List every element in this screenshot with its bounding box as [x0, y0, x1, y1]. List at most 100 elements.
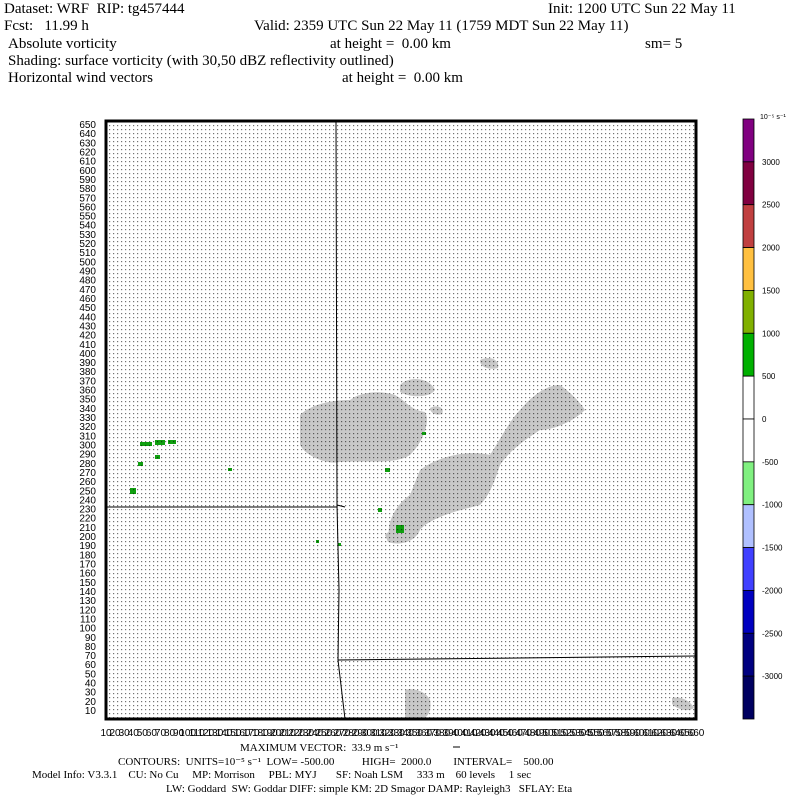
field2-height: at height = 0.00 km	[342, 70, 463, 86]
y-tick-label: 600	[79, 166, 96, 177]
y-tick-label: 410	[79, 340, 96, 351]
x-tick-label: 150	[225, 728, 242, 739]
x-tick-label: 510	[552, 728, 569, 739]
y-tick-label: 650	[79, 120, 96, 131]
y-tick-label: 40	[85, 679, 97, 690]
x-tick-label: 230	[297, 728, 314, 739]
x-tick-label: 170	[243, 728, 260, 739]
y-tick-label: 210	[79, 523, 96, 534]
y-tick-label: 590	[79, 175, 96, 186]
colorbar-label: -500	[762, 458, 779, 467]
x-tick-label: 460	[506, 728, 523, 739]
colorbar-label: 1000	[762, 329, 780, 338]
x-tick-label: 10	[100, 728, 112, 739]
y-tick-label: 260	[79, 477, 96, 488]
y-tick-label: 120	[79, 605, 96, 616]
y-tick-label: 150	[79, 578, 96, 589]
x-tick-label: 90	[173, 728, 185, 739]
y-tick-label: 180	[79, 550, 96, 561]
y-tick-label: 90	[85, 633, 97, 644]
y-tick-label: 50	[85, 669, 97, 680]
colorbar-label: -1000	[762, 501, 783, 510]
y-tick-label: 110	[80, 614, 96, 625]
colorbar-label: 0	[762, 415, 767, 424]
x-tick-label: 530	[570, 728, 587, 739]
y-tick-label: 490	[79, 267, 96, 278]
y-tick-label: 440	[79, 312, 96, 323]
x-tick-label: 50	[137, 728, 149, 739]
x-tick-label: 540	[579, 728, 596, 739]
y-tick-label: 400	[79, 349, 96, 360]
x-tick-label: 350	[406, 728, 423, 739]
colorbar-segment	[742, 547, 755, 591]
y-tick-label: 350	[79, 395, 96, 406]
x-tick-label: 480	[524, 728, 541, 739]
map-frame	[104, 119, 698, 721]
x-tick-label: 610	[642, 728, 659, 739]
colorbar-segment	[742, 118, 755, 163]
y-tick-label: 220	[79, 514, 96, 525]
y-tick-label: 330	[79, 413, 96, 424]
y-tick-label: 250	[79, 486, 96, 497]
state-boundaries	[106, 120, 697, 720]
colorbar-segment	[742, 504, 755, 548]
y-tick-label: 390	[79, 358, 96, 369]
x-tick-label: 490	[533, 728, 550, 739]
y-tick-label: 140	[79, 587, 96, 598]
y-tick-label: 530	[79, 230, 96, 241]
y-tick-label: 290	[79, 450, 96, 461]
y-tick-label: 630	[79, 138, 96, 149]
x-tick-label: 270	[334, 728, 351, 739]
y-axis-ticks: 1020304050607080901001101201301401501601…	[79, 120, 96, 717]
x-tick-label: 580	[615, 728, 632, 739]
y-tick-label: 470	[79, 285, 96, 296]
colorbar-label: 2000	[762, 244, 780, 253]
x-tick-label: 520	[561, 728, 578, 739]
y-tick-label: 310	[79, 431, 96, 442]
y-tick-label: 60	[85, 660, 97, 671]
x-tick-label: 560	[597, 728, 614, 739]
colorbar-segment	[742, 247, 755, 291]
y-tick-label: 500	[79, 257, 96, 268]
x-tick-label: 120	[198, 728, 215, 739]
y-tick-label: 420	[79, 331, 96, 342]
dataset-label: Dataset: WRF RIP: tg457444	[4, 1, 185, 17]
x-tick-label: 400	[452, 728, 469, 739]
shading-description: Shading: surface vorticity (with 30,50 d…	[8, 53, 394, 69]
x-tick-label: 330	[388, 728, 405, 739]
y-tick-label: 510	[79, 248, 96, 259]
y-tick-label: 300	[79, 440, 96, 451]
x-tick-label: 130	[207, 728, 224, 739]
colorbar-label: 500	[762, 372, 776, 381]
x-tick-label: 190	[261, 728, 278, 739]
max-vector-label: MAXIMUM VECTOR: 33.9 m s⁻¹	[240, 742, 399, 754]
x-tick-label: 70	[155, 728, 167, 739]
y-tick-label: 160	[79, 569, 96, 580]
y-tick-label: 270	[79, 468, 96, 479]
x-tick-label: 200	[270, 728, 287, 739]
x-tick-label: 430	[479, 728, 496, 739]
x-tick-label: 370	[424, 728, 441, 739]
x-tick-label: 630	[660, 728, 677, 739]
y-tick-label: 280	[79, 459, 96, 470]
wind-vector-field	[106, 121, 696, 719]
x-tick-label: 360	[415, 728, 432, 739]
x-tick-label: 300	[361, 728, 378, 739]
x-tick-label: 260	[325, 728, 342, 739]
y-tick-label: 70	[85, 651, 97, 662]
valid-time: Valid: 2359 UTC Sun 22 May 11 (1759 MDT …	[254, 18, 629, 34]
y-tick-label: 240	[79, 495, 96, 506]
colorbar-segment	[742, 375, 755, 420]
x-tick-label: 320	[379, 728, 396, 739]
model-info-physics: LW: Goddard SW: Goddar DIFF: simple KM: …	[166, 783, 573, 795]
colorbar-label: -3000	[762, 672, 783, 681]
x-tick-label: 420	[470, 728, 487, 739]
field1-height: at height = 0.00 km	[330, 36, 451, 52]
x-tick-label: 390	[443, 728, 460, 739]
colorbar: 3000 2500 2000 1500 1000 500 0 -500 -1000 -1500 -2…	[742, 118, 783, 720]
y-tick-label: 370	[79, 376, 96, 387]
y-tick-label: 170	[79, 560, 96, 571]
contours-info: CONTOURS: UNITS=10⁻⁵ s⁻¹ LOW= -500.00 HI…	[118, 756, 554, 768]
y-tick-label: 200	[79, 532, 96, 543]
